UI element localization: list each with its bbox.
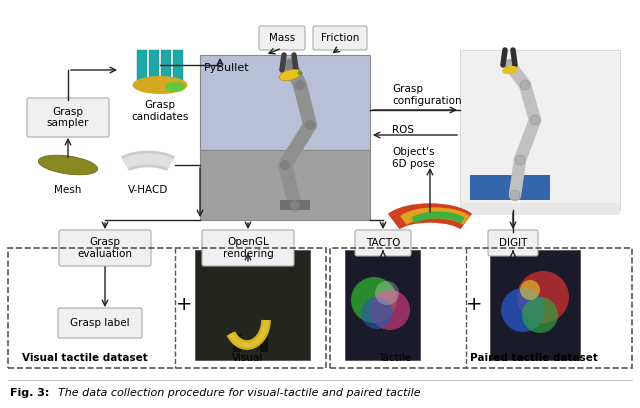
Text: DIGIT: DIGIT: [499, 238, 527, 248]
Ellipse shape: [298, 71, 303, 75]
FancyBboxPatch shape: [488, 230, 538, 256]
Circle shape: [375, 281, 399, 305]
Text: Grasp
candidates: Grasp candidates: [131, 100, 189, 122]
Text: Mass: Mass: [269, 33, 295, 43]
Text: Friction: Friction: [321, 33, 359, 43]
Circle shape: [517, 271, 569, 323]
Circle shape: [515, 155, 525, 165]
Bar: [233, 334, 241, 352]
Text: OpenGL
rendering: OpenGL rendering: [223, 237, 273, 259]
Text: Grasp
evaluation: Grasp evaluation: [77, 237, 132, 259]
Bar: [460, 50, 620, 210]
Circle shape: [522, 297, 558, 333]
Ellipse shape: [279, 69, 301, 81]
Circle shape: [295, 80, 305, 90]
Circle shape: [520, 80, 530, 90]
Bar: [470, 175, 550, 200]
Bar: [280, 200, 310, 210]
Text: Fig. 3:: Fig. 3:: [10, 388, 49, 398]
Bar: [149, 50, 159, 80]
Text: Tactile: Tactile: [378, 353, 412, 363]
Bar: [345, 250, 420, 360]
Bar: [460, 203, 620, 215]
Circle shape: [280, 160, 290, 170]
Circle shape: [510, 190, 520, 200]
Circle shape: [520, 280, 540, 300]
Ellipse shape: [502, 66, 518, 74]
FancyBboxPatch shape: [202, 230, 294, 266]
FancyBboxPatch shape: [313, 26, 367, 50]
Circle shape: [285, 60, 295, 70]
Bar: [161, 50, 171, 80]
Bar: [330, 248, 632, 368]
FancyBboxPatch shape: [27, 98, 109, 137]
Text: ROS: ROS: [392, 125, 414, 135]
Text: +: +: [466, 295, 483, 315]
Text: PyBullet: PyBullet: [204, 63, 250, 73]
Circle shape: [530, 115, 540, 125]
Bar: [173, 50, 183, 80]
Bar: [200, 150, 370, 220]
Circle shape: [501, 288, 545, 332]
Text: Grasp
sampler: Grasp sampler: [47, 107, 89, 128]
Circle shape: [505, 60, 515, 70]
Bar: [8, 248, 326, 368]
FancyBboxPatch shape: [58, 308, 142, 338]
FancyBboxPatch shape: [355, 230, 411, 256]
Bar: [200, 55, 370, 150]
Text: Grasp
configuration: Grasp configuration: [392, 84, 461, 106]
Text: V-HACD: V-HACD: [128, 185, 168, 195]
Circle shape: [290, 200, 300, 210]
Text: Visual: Visual: [232, 353, 264, 363]
Text: TACTO: TACTO: [366, 238, 400, 248]
Circle shape: [361, 297, 393, 329]
Text: +: +: [176, 295, 192, 315]
Bar: [490, 250, 580, 360]
Text: Mesh: Mesh: [54, 185, 82, 195]
Ellipse shape: [38, 155, 98, 175]
Text: Visual tactile dataset: Visual tactile dataset: [22, 353, 148, 363]
Text: Object's
6D pose: Object's 6D pose: [392, 147, 435, 169]
Bar: [260, 334, 268, 352]
Text: Grasp label: Grasp label: [70, 318, 130, 328]
Ellipse shape: [165, 82, 185, 92]
Ellipse shape: [132, 76, 188, 94]
Bar: [137, 50, 147, 80]
FancyBboxPatch shape: [259, 26, 305, 50]
Bar: [195, 250, 310, 360]
Circle shape: [370, 290, 410, 330]
Circle shape: [351, 277, 397, 323]
Text: The data collection procedure for visual-tactile and paired tactile: The data collection procedure for visual…: [58, 388, 420, 398]
FancyBboxPatch shape: [59, 230, 151, 266]
Text: Paired tactile dataset: Paired tactile dataset: [470, 353, 598, 363]
Circle shape: [305, 120, 315, 130]
